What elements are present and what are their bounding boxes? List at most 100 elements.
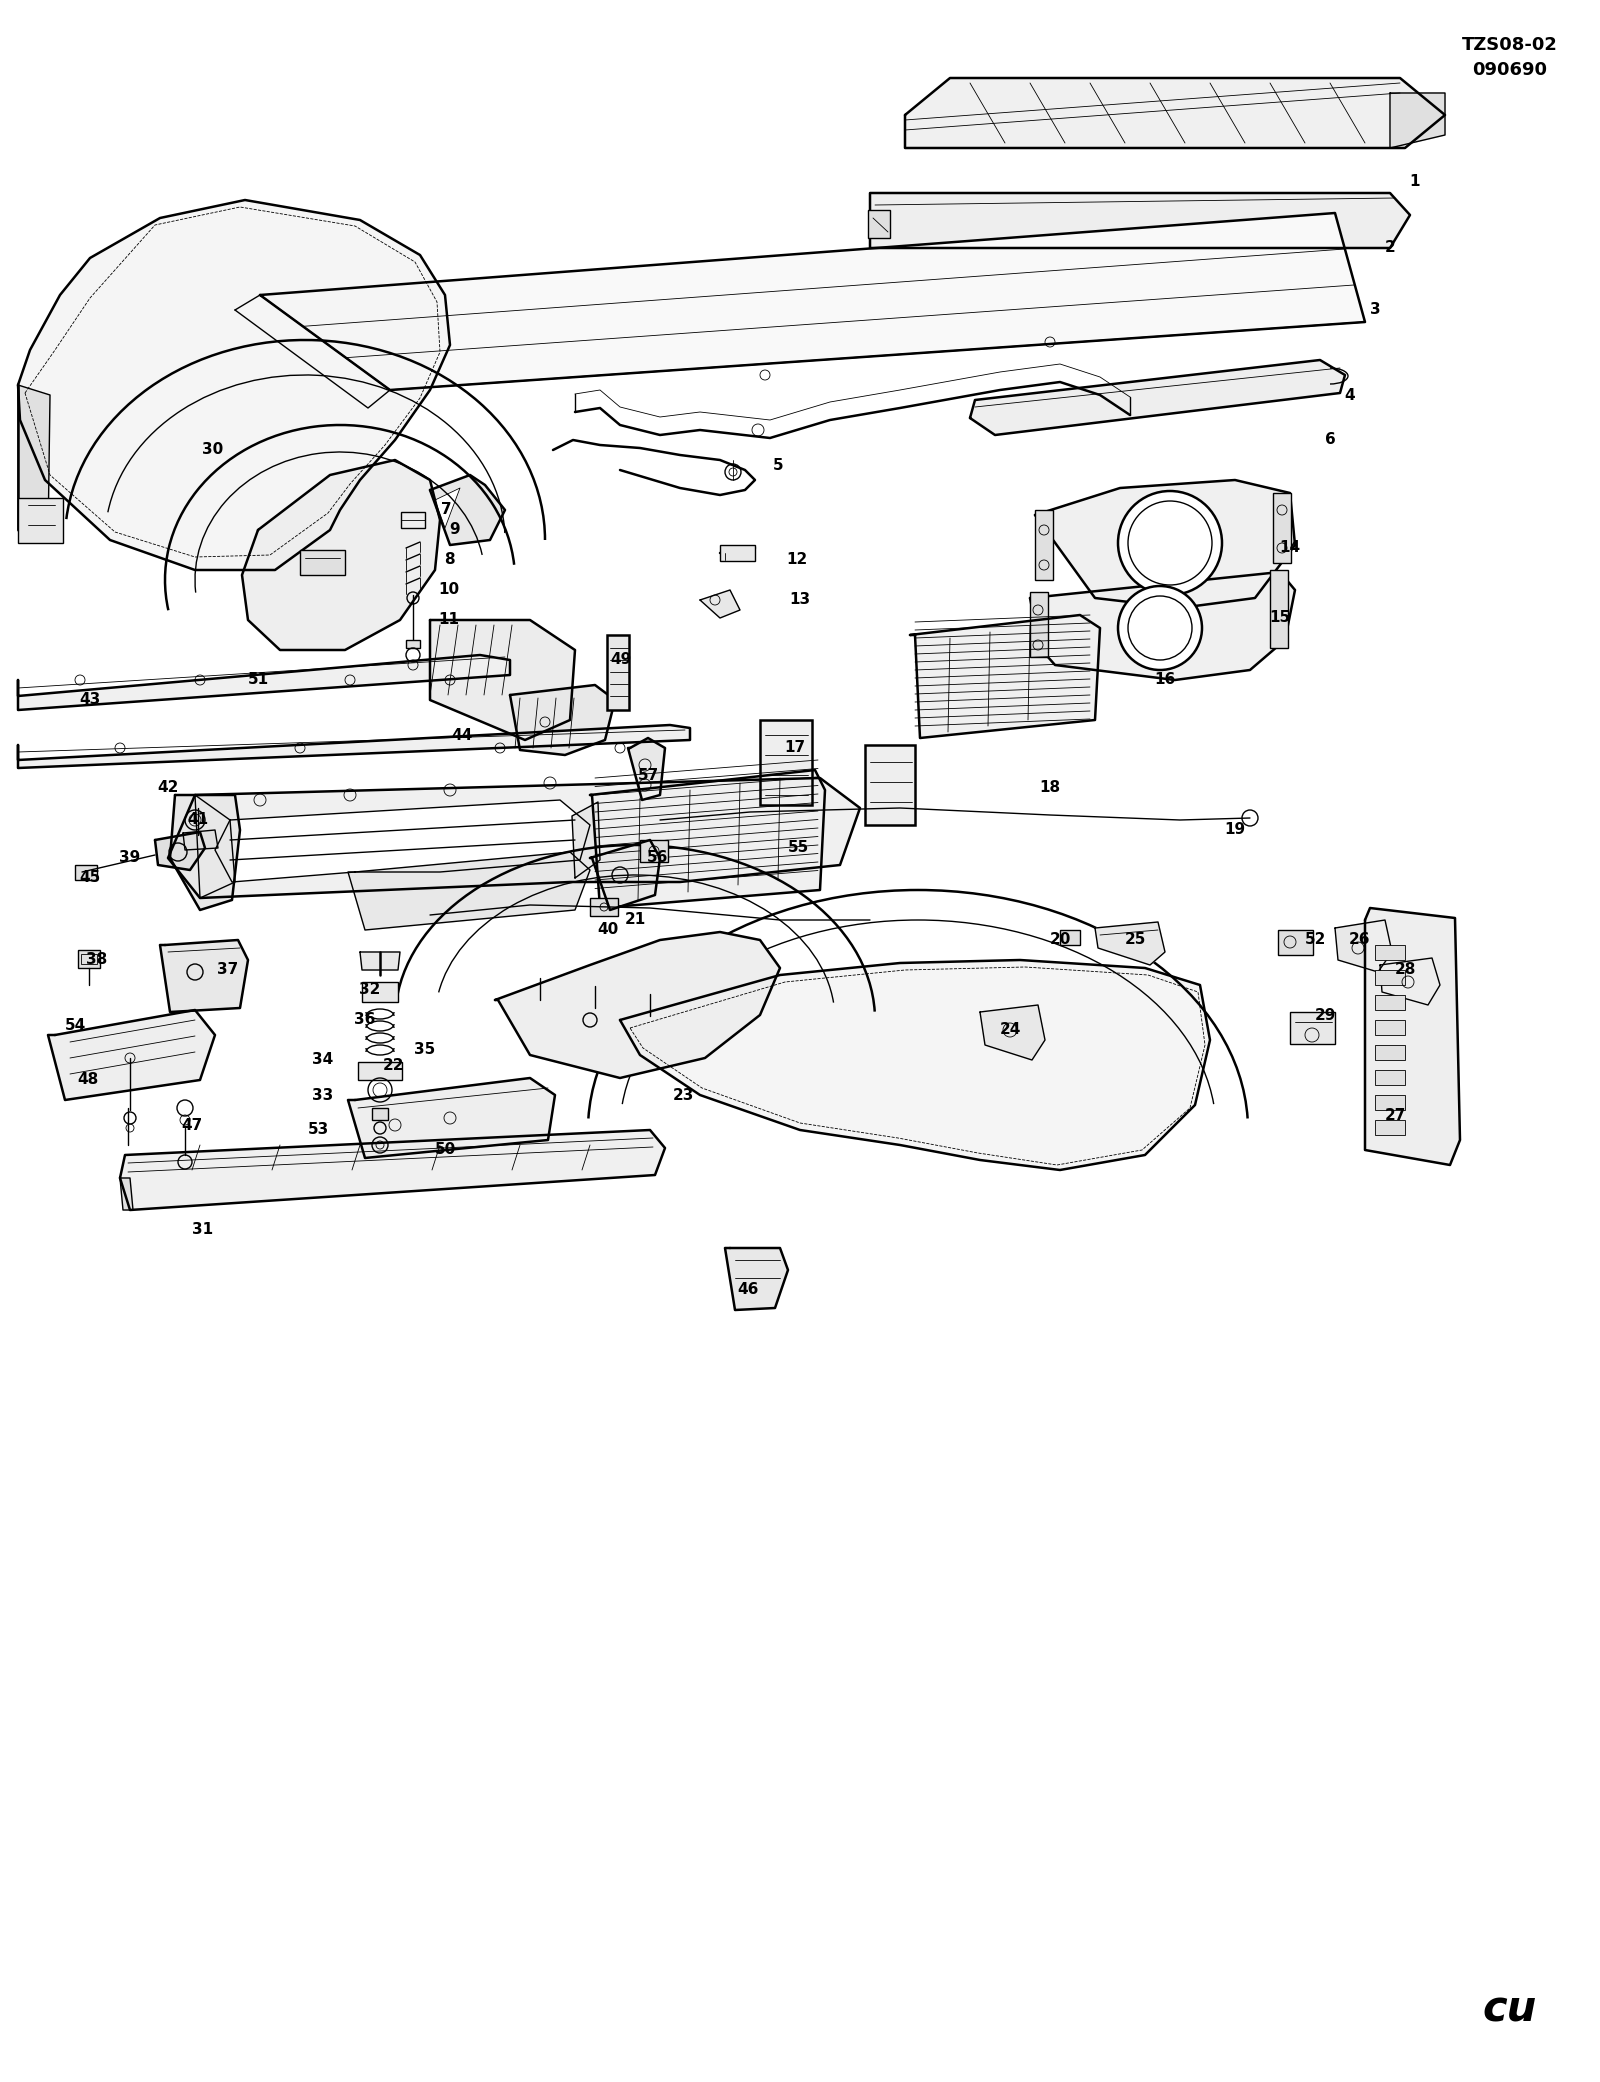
Text: 54: 54 <box>64 1018 86 1033</box>
Bar <box>1374 1095 1405 1110</box>
Text: 42: 42 <box>157 781 179 795</box>
Polygon shape <box>430 620 574 739</box>
Text: 28: 28 <box>1394 962 1416 979</box>
Polygon shape <box>430 475 506 545</box>
Circle shape <box>1118 585 1202 670</box>
Polygon shape <box>120 1131 666 1210</box>
Text: 50: 50 <box>434 1143 456 1158</box>
Polygon shape <box>979 1006 1045 1060</box>
Text: 11: 11 <box>438 612 459 627</box>
Polygon shape <box>910 614 1101 737</box>
Text: TZS08-02: TZS08-02 <box>1462 35 1558 54</box>
Text: 53: 53 <box>307 1122 328 1137</box>
Text: 22: 22 <box>382 1058 403 1072</box>
Bar <box>75 864 98 881</box>
Bar <box>18 498 62 543</box>
Polygon shape <box>160 939 248 1012</box>
Polygon shape <box>1035 481 1294 608</box>
Circle shape <box>1118 491 1222 595</box>
Text: 10: 10 <box>438 583 459 598</box>
Polygon shape <box>195 795 235 897</box>
Polygon shape <box>170 795 240 910</box>
Polygon shape <box>621 960 1210 1170</box>
Text: 43: 43 <box>80 693 101 708</box>
Text: 39: 39 <box>120 852 141 866</box>
Bar <box>362 983 398 1001</box>
Text: 29: 29 <box>1314 1008 1336 1022</box>
Polygon shape <box>725 1247 787 1310</box>
Polygon shape <box>259 212 1365 389</box>
Text: 31: 31 <box>192 1222 213 1237</box>
Text: 7: 7 <box>440 502 451 518</box>
Polygon shape <box>18 725 690 768</box>
Text: 13: 13 <box>789 593 811 608</box>
Polygon shape <box>1030 573 1294 681</box>
Text: 56: 56 <box>648 852 669 866</box>
Bar <box>1274 493 1291 562</box>
Text: 24: 24 <box>1000 1022 1021 1037</box>
Text: 9: 9 <box>450 523 461 537</box>
Bar <box>720 545 755 560</box>
Text: 37: 37 <box>218 962 238 979</box>
Bar <box>1059 931 1080 945</box>
Polygon shape <box>494 933 781 1078</box>
Bar <box>606 635 629 710</box>
Text: 44: 44 <box>451 727 472 743</box>
Text: 2: 2 <box>1384 242 1395 256</box>
Text: 41: 41 <box>187 812 208 827</box>
Polygon shape <box>349 852 590 931</box>
Polygon shape <box>18 656 510 710</box>
Polygon shape <box>1334 920 1392 972</box>
Polygon shape <box>701 589 739 618</box>
Bar <box>1374 945 1405 960</box>
Text: 4: 4 <box>1344 387 1355 402</box>
Text: 20: 20 <box>1050 933 1070 947</box>
Text: 52: 52 <box>1304 933 1326 947</box>
Text: 46: 46 <box>738 1283 758 1297</box>
Bar <box>1270 570 1288 648</box>
Text: 32: 32 <box>360 983 381 997</box>
Text: 47: 47 <box>181 1118 203 1133</box>
Text: 49: 49 <box>610 652 632 668</box>
Text: 35: 35 <box>414 1043 435 1058</box>
Text: 18: 18 <box>1040 781 1061 795</box>
Bar <box>867 210 890 237</box>
Bar <box>1374 1120 1405 1135</box>
Text: 34: 34 <box>312 1053 334 1068</box>
Text: 17: 17 <box>784 741 805 756</box>
Bar <box>1035 510 1053 581</box>
Polygon shape <box>155 833 205 870</box>
Polygon shape <box>168 779 861 897</box>
Polygon shape <box>1094 922 1165 964</box>
Text: 5: 5 <box>773 458 784 473</box>
Bar <box>301 550 346 575</box>
Text: 1: 1 <box>1410 175 1421 189</box>
Polygon shape <box>590 770 826 908</box>
Polygon shape <box>360 951 400 970</box>
Text: 21: 21 <box>624 912 646 926</box>
Polygon shape <box>18 200 450 570</box>
Text: 45: 45 <box>80 870 101 885</box>
Bar <box>1374 1070 1405 1085</box>
Polygon shape <box>435 487 461 529</box>
Text: 14: 14 <box>1280 541 1301 556</box>
Bar <box>358 1062 402 1081</box>
Polygon shape <box>573 802 600 879</box>
Bar <box>760 720 813 806</box>
Text: 19: 19 <box>1224 822 1245 837</box>
Text: 27: 27 <box>1384 1108 1406 1122</box>
Text: 30: 30 <box>202 443 224 458</box>
Polygon shape <box>242 460 440 650</box>
Polygon shape <box>182 831 218 849</box>
Text: 12: 12 <box>786 552 808 568</box>
Bar <box>1374 970 1405 985</box>
Text: 36: 36 <box>354 1012 376 1029</box>
Text: 51: 51 <box>248 672 269 687</box>
Text: 48: 48 <box>77 1072 99 1087</box>
Polygon shape <box>1365 908 1459 1166</box>
Bar <box>402 512 426 529</box>
Polygon shape <box>120 1178 133 1210</box>
Text: 16: 16 <box>1154 672 1176 687</box>
Text: cu: cu <box>1483 1988 1538 2032</box>
Polygon shape <box>906 77 1445 148</box>
